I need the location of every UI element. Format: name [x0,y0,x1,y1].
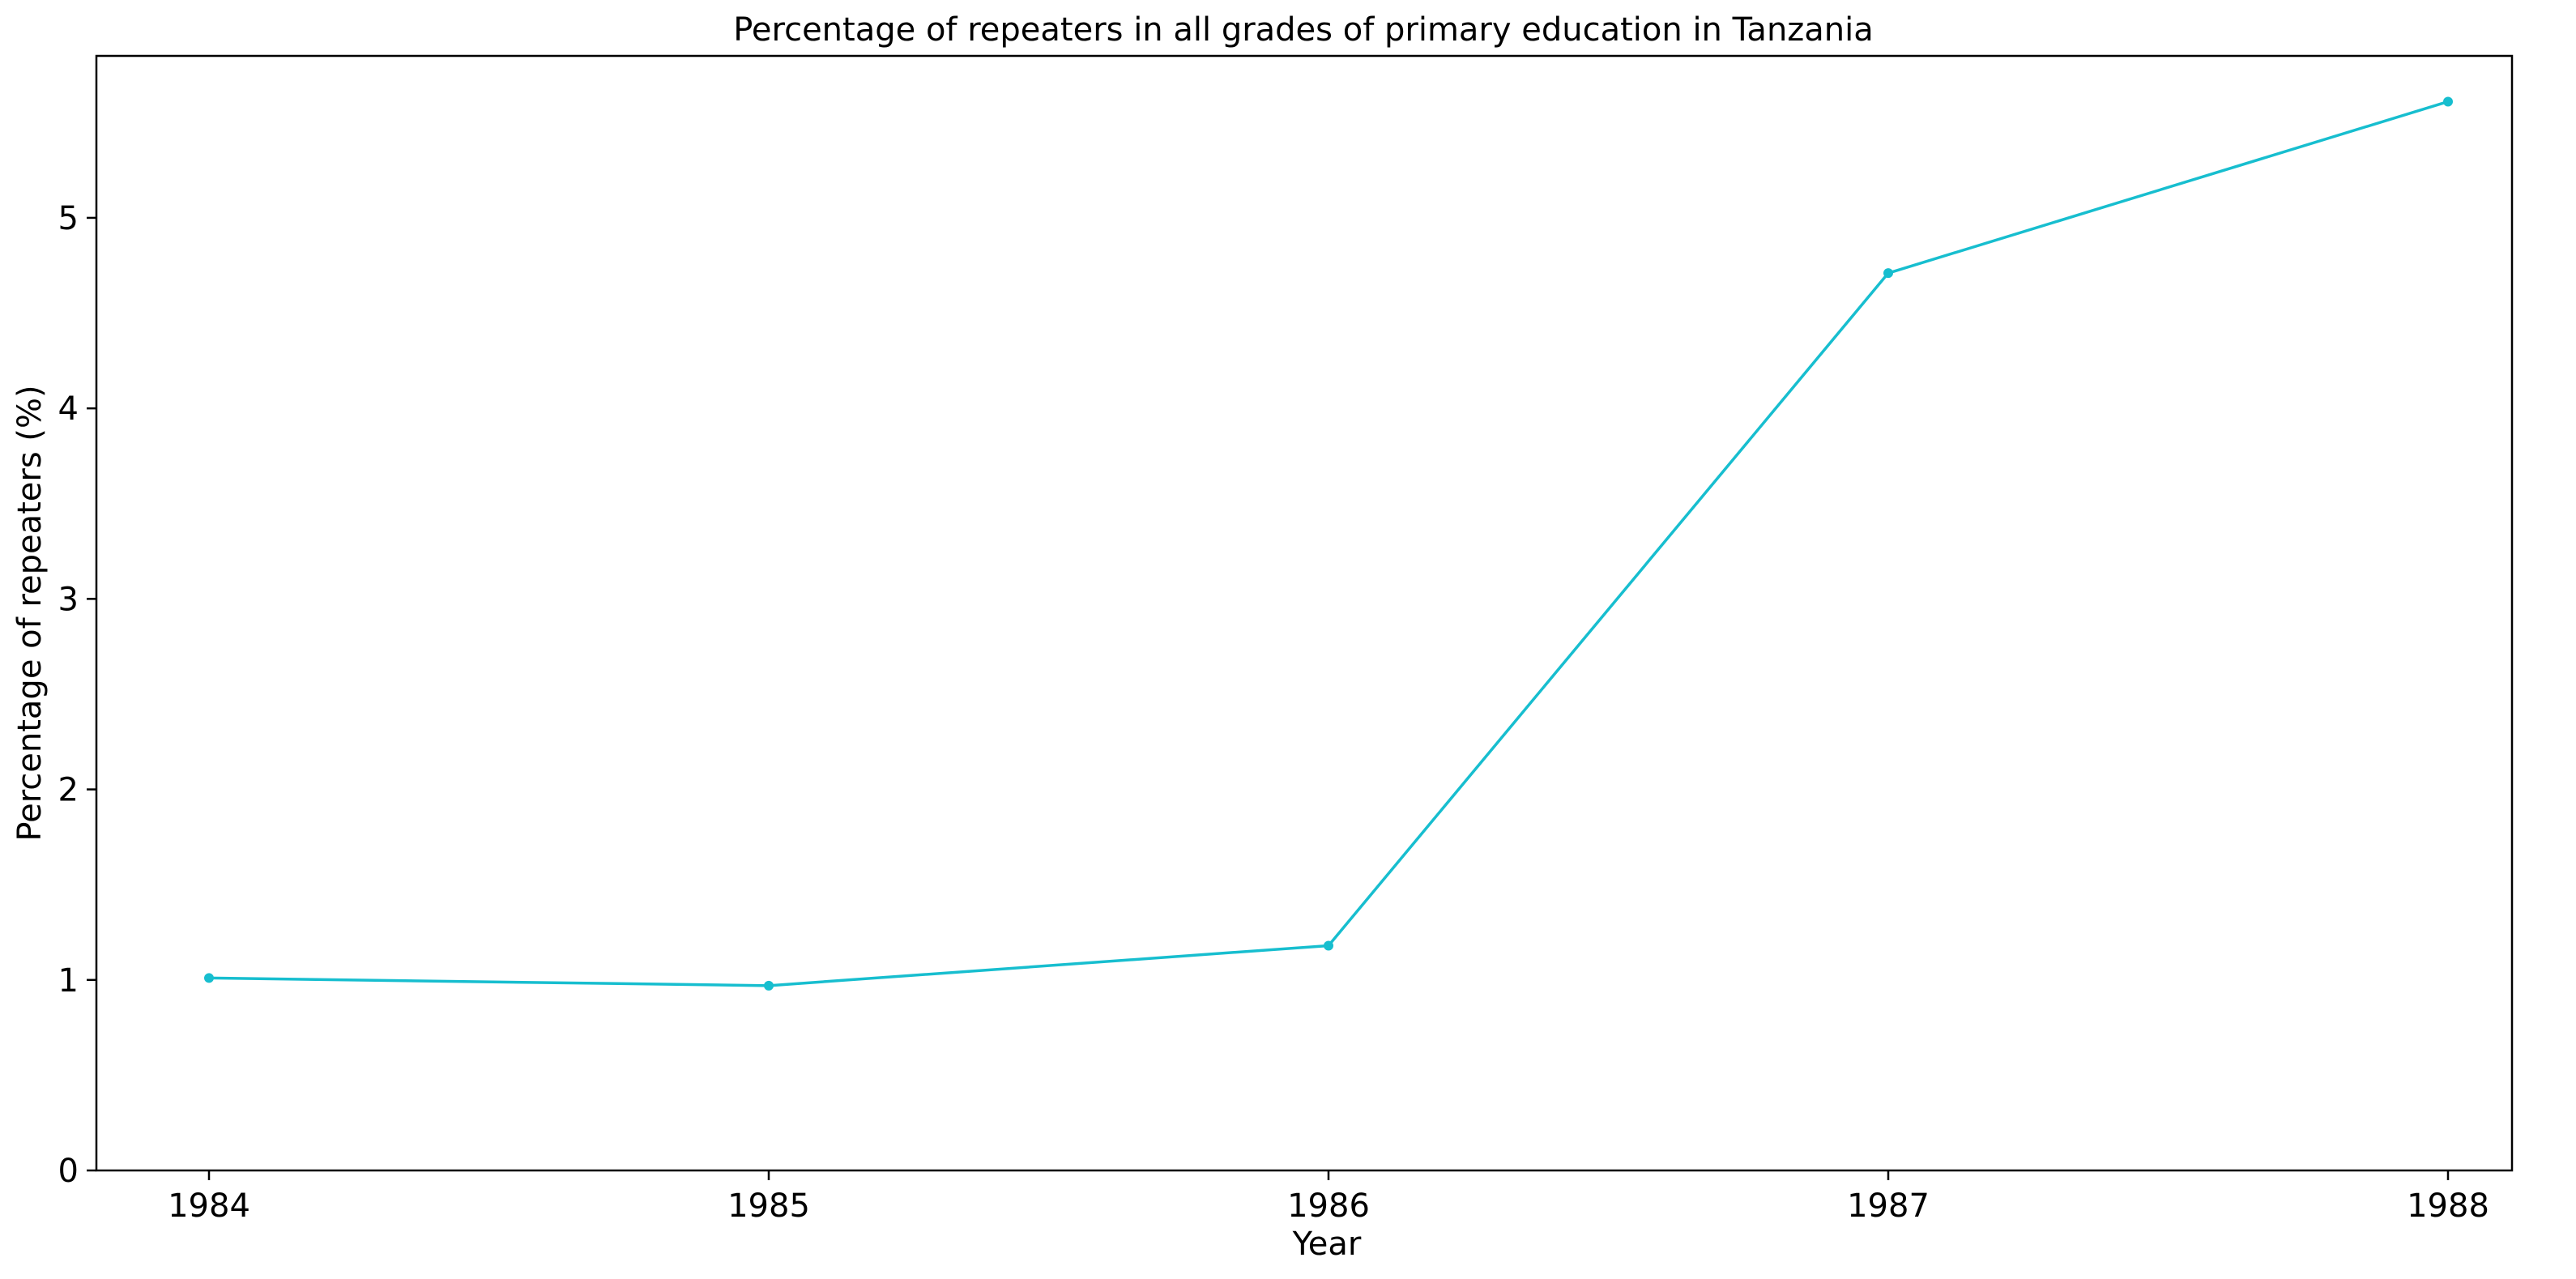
y-axis: 0 1 2 3 4 5 [58,200,96,1190]
x-tick-label: 1988 [2407,1187,2489,1225]
x-tick-label: 1985 [727,1187,810,1225]
plot-area-frame [95,54,2514,1172]
x-axis-label: Year [1292,1226,1362,1263]
y-tick-label: 0 [58,1153,79,1190]
data-point [764,980,774,991]
x-tick-label: 1987 [1847,1187,1930,1225]
data-point [204,973,214,983]
y-axis-label: Percentage of repeaters (%) [11,385,49,841]
x-tick-label: 1986 [1287,1187,1370,1225]
y-tick-label: 3 [58,581,79,618]
y-tick-label: 1 [58,962,79,1000]
y-tick-label: 2 [58,772,79,809]
x-axis: 1984 1985 1986 1987 1988 [168,1170,2489,1225]
y-tick-label: 4 [58,390,79,428]
chart-title: Percentage of repeaters in all grades of… [733,11,1874,49]
y-tick-label: 5 [58,200,79,237]
data-point [1883,268,1893,279]
series-layer [204,96,2453,991]
series-line [208,100,2449,987]
data-point [1324,940,1333,951]
x-tick-label: 1984 [168,1187,250,1225]
data-point [2443,96,2453,107]
